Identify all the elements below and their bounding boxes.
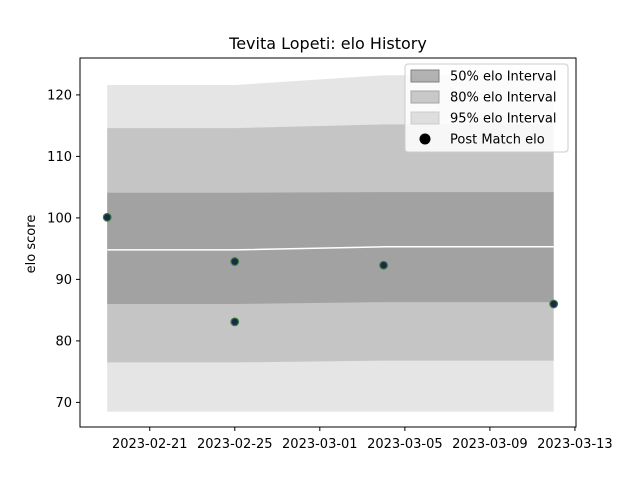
x-tick-label: 2023-03-01 <box>282 437 358 452</box>
band-80-legend-label: 80% elo Interval <box>450 91 557 106</box>
y-axis-label: elo score <box>24 215 39 274</box>
y-tick-label: 80 <box>55 334 72 349</box>
x-tick-label: 2023-03-05 <box>367 437 443 452</box>
mean-line-group <box>107 246 554 251</box>
band-50-legend-swatch <box>410 69 440 83</box>
band-80-legend-swatch <box>410 90 440 104</box>
post-match-legend-label: Post Match elo <box>450 133 545 148</box>
y-tick-label: 120 <box>47 88 72 103</box>
axes-group: 70 80 90 100 110 120 2023-02-21 2023-02-25 2023-… <box>47 57 613 452</box>
x-tick-label: 2023-03-09 <box>452 437 528 452</box>
post-match-elo-point <box>102 212 112 222</box>
post-match-elo-point <box>230 257 240 266</box>
band-95-legend-label: 95% elo Interval <box>450 112 557 127</box>
x-tick-label: 2023-03-13 <box>537 437 613 452</box>
post-match-elo-point <box>230 317 240 327</box>
interval-bands <box>107 75 554 412</box>
chart-title: Tevita Lopeti: elo History <box>228 34 427 53</box>
mean-elo-line <box>107 246 554 251</box>
post-match-elo-point <box>379 260 389 270</box>
y-tick-label: 110 <box>47 150 72 165</box>
band-50-legend-label: 50% elo Interval <box>450 70 557 85</box>
y-tick-label: 100 <box>47 211 72 226</box>
post-match-elo-point <box>549 299 559 309</box>
match-points-group <box>102 212 559 327</box>
post-match-legend-marker <box>419 133 431 145</box>
legend: 50% elo Interval 80% elo Interval 95% elo … <box>404 63 569 153</box>
plot-frame <box>79 57 577 428</box>
legend-box <box>404 63 569 153</box>
x-tick-label: 2023-02-21 <box>112 437 188 452</box>
y-tick-label: 90 <box>55 273 72 288</box>
x-tick-label: 2023-02-25 <box>197 437 273 452</box>
band-95-legend-swatch <box>410 111 440 125</box>
y-tick-label: 70 <box>55 396 72 411</box>
